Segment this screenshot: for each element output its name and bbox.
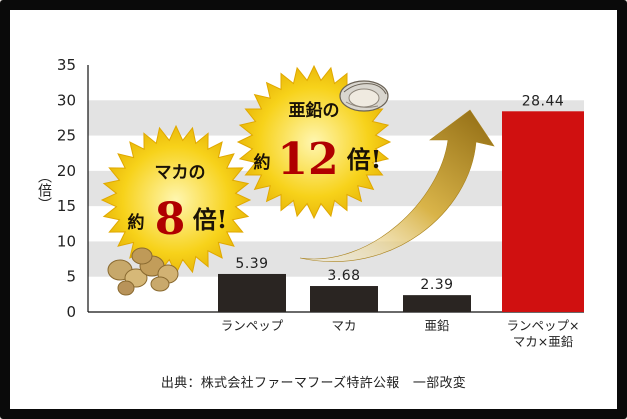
y-tick-label: 30 — [57, 91, 76, 109]
zinc-burst-prefix: 約 — [254, 152, 271, 173]
y-tick-label: 5 — [66, 268, 76, 286]
y-tick-label: 10 — [57, 232, 76, 250]
zinc-burst-top: 亜鉛の — [289, 100, 340, 121]
zinc-burst-number: 12 — [277, 134, 338, 185]
y-axis-label: （倍） — [36, 169, 52, 211]
bars — [218, 111, 584, 312]
value-labels: 5.39 3.68 2.39 28.44 — [235, 93, 565, 293]
y-tick-label: 25 — [57, 127, 76, 145]
source-note: 出典：株式会社ファーマフーズ特許公報 一部改変 — [160, 376, 467, 391]
maca-burst: マカの 約 8 倍! — [100, 124, 252, 276]
bar-value-label: 5.39 — [235, 256, 268, 272]
category-label: ランペップ — [221, 318, 284, 333]
category-label: 亜鉛 — [424, 318, 450, 333]
maca-burst-top: マカの — [155, 163, 206, 183]
maca-roots-icon — [107, 247, 179, 296]
category-label: マカ — [331, 318, 356, 333]
category-label: マカ×亜鉛 — [513, 334, 574, 349]
y-tick-label: 15 — [57, 197, 76, 215]
bar — [310, 286, 378, 312]
y-tick-label: 0 — [66, 303, 76, 321]
zinc-burst-suffix: 倍! — [347, 145, 382, 174]
bar-value-label: 28.44 — [522, 93, 565, 109]
bar — [502, 111, 584, 312]
maca-burst-suffix: 倍! — [193, 205, 228, 234]
category-labels: ランペップ マカ 亜鉛 ランペップ×マカ×亜鉛 — [221, 318, 580, 349]
maca-burst-prefix: 約 — [128, 212, 145, 233]
oyster-icon — [339, 80, 389, 112]
bar — [403, 295, 471, 312]
y-tick-labels: 0 5 10 15 20 25 30 35 — [57, 56, 76, 321]
y-tick-label: 35 — [57, 56, 76, 74]
bar — [218, 273, 286, 312]
category-label: ランペップ× — [507, 318, 580, 333]
curved-up-arrow-icon — [299, 109, 495, 262]
y-tick-label: 20 — [57, 162, 76, 180]
maca-burst-number: 8 — [155, 194, 186, 245]
bar-value-label: 3.68 — [327, 268, 360, 284]
bar-value-label: 2.39 — [420, 277, 453, 293]
